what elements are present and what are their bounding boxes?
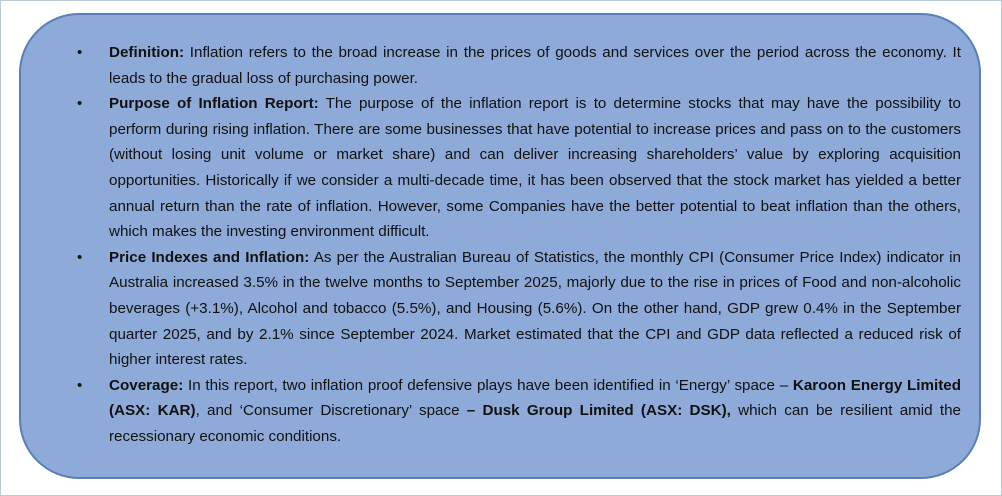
purpose-label: Purpose of Inflation Report: — [109, 95, 319, 113]
definition-label: Definition: — [109, 44, 185, 61]
purpose-text: The purpose of the inflation report is t… — [109, 95, 961, 241]
coverage-company-karoon: Karoon Energy Limited (ASX: KAR) — [109, 376, 962, 420]
coverage-text-2: , and ‘Consumer Discretionary’ space — [195, 402, 467, 420]
bullet-icon: • — [77, 376, 83, 394]
bullet-icon: • — [77, 44, 83, 61]
list-item-coverage: • Coverage: In this report, two inflatio… — [73, 373, 961, 450]
bullet-icon: • — [77, 248, 83, 266]
summary-card — [19, 13, 981, 479]
coverage-company-dusk: – Dusk Group Limited (ASX: DSK), — [466, 402, 731, 420]
bullet-icon: • — [77, 95, 83, 113]
definition-text: Inflation refers to the broad increase i… — [109, 44, 961, 87]
coverage-text-1: In this report, two inflation proof defe… — [183, 376, 793, 394]
list-item-definition: • Definition: Inflation refers to the br… — [73, 40, 961, 91]
coverage-text-3: which can be resilient amid the recessio… — [109, 402, 961, 445]
summary-list: • Definition: Inflation refers to the br… — [73, 40, 961, 450]
list-item-purpose: • Purpose of Inflation Report: The purpo… — [73, 91, 961, 245]
list-item-price-indexes: • Price Indexes and Inflation: As per th… — [73, 245, 961, 373]
price-indexes-label: Price Indexes and Inflation: — [109, 248, 310, 266]
coverage-label: Coverage: — [109, 376, 184, 394]
price-indexes-text: As per the Australian Bureau of Statisti… — [109, 248, 962, 369]
